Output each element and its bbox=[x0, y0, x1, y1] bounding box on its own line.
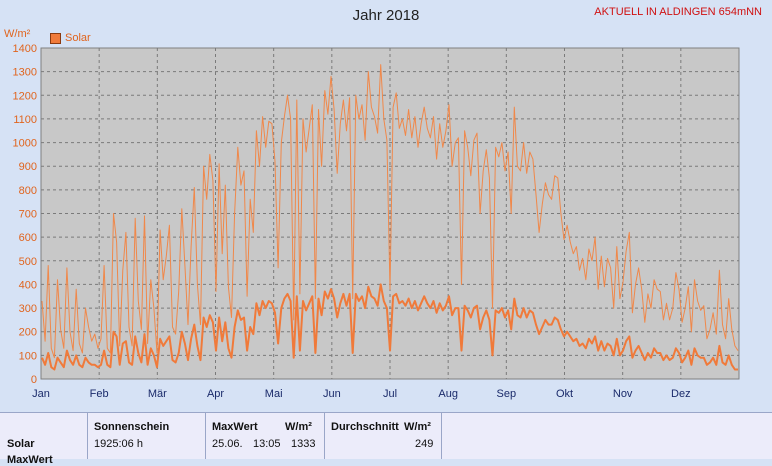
y-axis-ticks: 0 100 200 300 400 500 600 700 800 900 1000 1100 1200… bbox=[13, 43, 37, 386]
stats-row-label: Solar bbox=[7, 438, 35, 450]
y-tick-label: 1200 bbox=[13, 90, 37, 102]
x-tick-label: Jul bbox=[383, 388, 397, 400]
solar-chart: 0 100 200 300 400 500 600 700 800 900 1000 1100 1200… bbox=[4, 28, 740, 400]
y-tick-label: 300 bbox=[19, 303, 37, 315]
x-axis-ticks: Jan Feb Mär Apr Mai Jun Jul Aug Sep Okt Nov Dez bbox=[32, 388, 690, 400]
y-tick-label: 100 bbox=[19, 350, 37, 362]
x-tick-label: Nov bbox=[613, 388, 633, 400]
y-tick-label: 1000 bbox=[13, 138, 37, 150]
y-tick-label: 800 bbox=[19, 185, 37, 197]
y-tick-label: 1100 bbox=[13, 114, 37, 126]
x-tick-label: Aug bbox=[438, 388, 458, 400]
station-name: AKTUELL IN ALDINGEN 654mNN bbox=[594, 6, 762, 18]
legend: Solar bbox=[50, 32, 91, 44]
average-value: 249 bbox=[415, 438, 434, 450]
stats-panel: Solar MaxWert Sonnenschein 1925:06 h Max… bbox=[0, 412, 772, 466]
stats-row-label-2: MaxWert bbox=[7, 454, 53, 466]
y-tick-label: 900 bbox=[19, 161, 37, 173]
x-tick-label: Mai bbox=[265, 388, 283, 400]
legend-label: Solar bbox=[65, 32, 91, 44]
y-tick-label: 600 bbox=[19, 232, 37, 244]
y-tick-label: 1400 bbox=[13, 43, 37, 55]
sunshine-cell: Sonnenschein 1925:06 h bbox=[87, 413, 206, 459]
sunshine-header: Sonnenschein bbox=[94, 421, 170, 433]
average-cell: Durchschnitt W/m² 249 bbox=[324, 413, 442, 459]
x-tick-label: Sep bbox=[497, 388, 517, 400]
x-tick-label: Jan bbox=[32, 388, 50, 400]
series-lines bbox=[41, 64, 739, 371]
max-cell: MaxWert W/m² 25.06. 13:05 1333 bbox=[205, 413, 325, 459]
chart-title: Jahr 2018 bbox=[352, 7, 420, 24]
x-tick-label: Okt bbox=[556, 388, 573, 400]
average-unit: W/m² bbox=[404, 421, 431, 433]
y-tick-label: 500 bbox=[19, 256, 37, 268]
x-tick-label: Dez bbox=[671, 388, 691, 400]
average-header: Durchschnitt bbox=[331, 421, 399, 433]
x-tick-label: Jun bbox=[323, 388, 341, 400]
x-tick-label: Mär bbox=[148, 388, 167, 400]
legend-swatch bbox=[50, 32, 61, 44]
stats-row-label-cell: Solar MaxWert bbox=[0, 413, 88, 466]
y-tick-label: 200 bbox=[19, 327, 37, 339]
x-tick-label: Apr bbox=[207, 388, 224, 400]
series-line-solar-average bbox=[41, 283, 738, 371]
y-tick-label: 400 bbox=[19, 279, 37, 291]
sunshine-value: 1925:06 h bbox=[94, 438, 143, 450]
max-value: 1333 bbox=[291, 438, 316, 450]
y-tick-label: 1300 bbox=[13, 67, 37, 79]
y-tick-label: 700 bbox=[19, 209, 37, 221]
x-tick-label: Feb bbox=[90, 388, 109, 400]
y-axis-label: W/m² bbox=[4, 28, 31, 40]
max-date: 25.06. bbox=[212, 438, 243, 450]
max-time: 13:05 bbox=[253, 438, 281, 450]
y-tick-label: 0 bbox=[31, 374, 37, 386]
grid-lines bbox=[41, 48, 739, 379]
max-header: MaxWert bbox=[212, 421, 258, 433]
series-line-solar-max bbox=[41, 64, 739, 359]
max-unit: W/m² bbox=[285, 421, 312, 433]
